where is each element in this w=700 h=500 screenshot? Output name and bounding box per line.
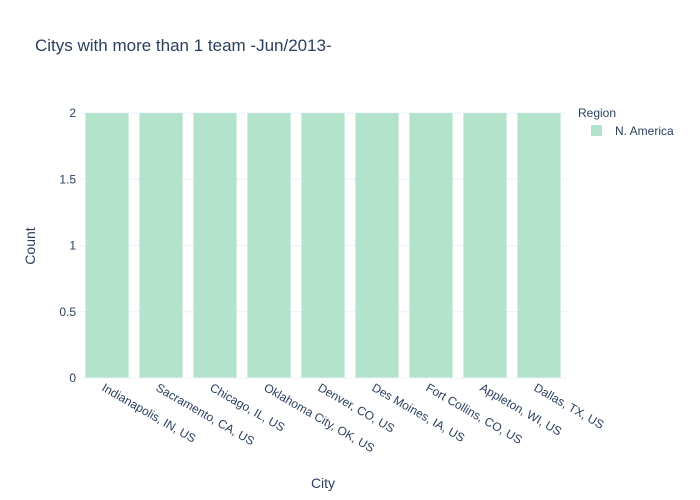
- y-tick-label: 1.5: [59, 172, 76, 186]
- x-axis-title: City: [311, 475, 335, 491]
- y-axis-ticks: 0 0.5 1 1.5 2: [59, 106, 76, 385]
- y-axis-title: Count: [22, 227, 38, 264]
- x-tick-label: Indianapolis, IN, US: [100, 380, 199, 445]
- y-tick-label: 2: [69, 106, 76, 120]
- x-tick-label: Sacramento, CA, US: [154, 380, 257, 448]
- bar[interactable]: [301, 113, 345, 378]
- x-tick-label: Des Moines, IA, US: [370, 380, 468, 444]
- bar[interactable]: [139, 113, 183, 378]
- bars: [85, 113, 561, 378]
- bar[interactable]: [85, 113, 129, 378]
- bar[interactable]: [409, 113, 453, 378]
- y-tick-label: 0: [69, 371, 76, 385]
- chart-title: Citys with more than 1 team -Jun/2013-: [35, 36, 332, 55]
- bar[interactable]: [355, 113, 399, 378]
- x-tick-label: Fort Collins, CO, US: [424, 380, 525, 446]
- legend-swatch-n-america[interactable]: [591, 125, 602, 136]
- bar[interactable]: [193, 113, 237, 378]
- bar[interactable]: [247, 113, 291, 378]
- legend[interactable]: Region N. America: [578, 106, 674, 138]
- bar[interactable]: [463, 113, 507, 378]
- y-tick-label: 0.5: [59, 305, 76, 319]
- y-tick-label: 1: [69, 239, 76, 253]
- legend-title: Region: [578, 106, 616, 120]
- legend-label-n-america: N. America: [615, 124, 674, 138]
- bar[interactable]: [517, 113, 561, 378]
